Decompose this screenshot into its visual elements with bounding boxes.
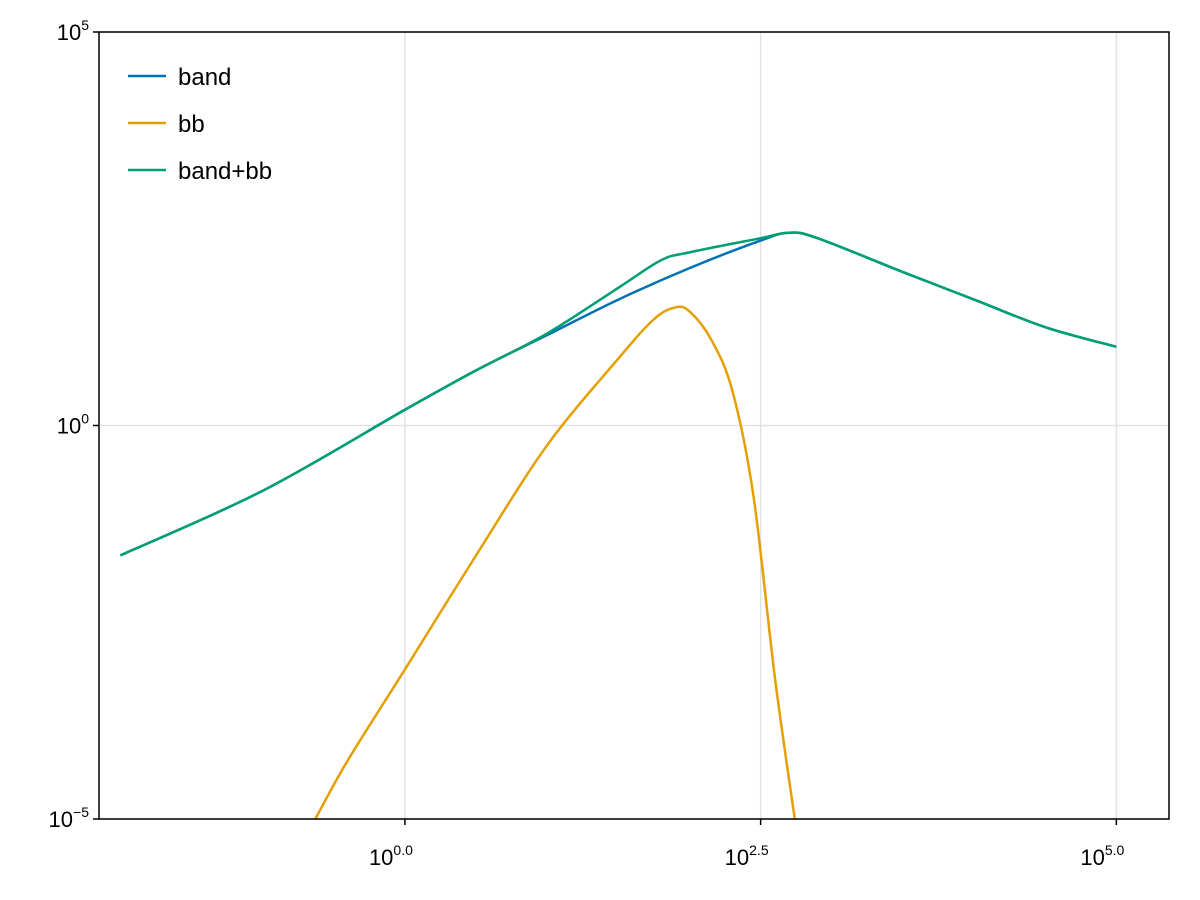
- series-line-bb: [314, 305, 797, 820]
- series-line-band-bb: [119, 231, 1117, 557]
- x-tick-label: 100.0: [369, 842, 413, 870]
- legend-label: band+bb: [178, 158, 272, 185]
- legend: band bb band+bb: [128, 64, 272, 185]
- legend-label: bb: [178, 111, 205, 138]
- series-lines: [119, 231, 1117, 820]
- y-tick-label: 10−5: [49, 804, 90, 832]
- x-tick-label: 102.5: [725, 842, 769, 870]
- y-tick-label: 100: [57, 411, 89, 439]
- legend-label: band: [178, 64, 231, 91]
- x-tick-label: 105.0: [1080, 842, 1124, 870]
- y-tick-label: 105: [57, 17, 89, 45]
- axis-ticks: 100.0 102.5 105.0 10−5 100 105: [49, 17, 1125, 870]
